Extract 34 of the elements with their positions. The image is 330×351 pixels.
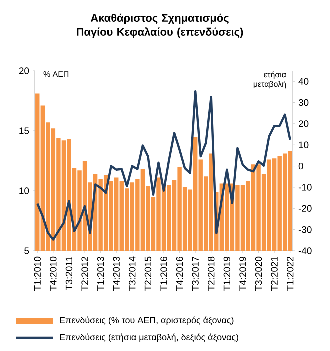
x-tick-label: Τ4:2010 [50, 256, 57, 292]
x-tick-label: Τ3:2014 [129, 256, 136, 292]
y2-tick-label: 30 [298, 99, 309, 106]
x-tick-label: Τ1:2016 [160, 256, 168, 292]
x-tick-label: Τ2:2021 [271, 256, 278, 292]
x-tick-label: Τ2:2012 [82, 256, 88, 292]
y2-tick-label: 0 [298, 162, 304, 170]
y-tick-label: 20 [19, 68, 30, 74]
x-tick-label: Τ3:2011 [66, 256, 73, 290]
y-tick-label: 10 [20, 188, 30, 194]
y2-tick-label: 10 [299, 142, 309, 148]
x-tick-label: Τ2:2018 [208, 256, 215, 292]
y2-tick-label: 20 [298, 120, 309, 128]
line-series [36, 90, 292, 241]
x-tick-label: Τ4:2019 [240, 256, 246, 292]
x-tick-label: Τ1:2022 [287, 256, 294, 292]
legend-label: Επενδύσεις (% του ΑΕΠ, αριστερός άξονας) [60, 316, 234, 326]
x-tick-label: Τ1:2013 [97, 256, 104, 292]
x-tick-label: Τ2:2015 [144, 256, 152, 292]
y2-tick-label: -40 [298, 248, 312, 254]
y-tick-label: 5 [24, 248, 30, 254]
y2-tick-label: 40 [298, 78, 309, 85]
y-tick-label: 15 [20, 128, 30, 134]
x-tick-label: Τ4:2013 [113, 256, 120, 292]
x-tick-label: Τ3:2020 [255, 256, 262, 292]
chart-title: Ακαθάριστος Σχηματισμός Παγίου Κεφαλαίου (επενδύσεις) [77, 14, 244, 38]
x-tick-label: Τ3:2017 [192, 256, 199, 292]
x-tick-label: Τ1:2010 [34, 256, 41, 292]
x-tick-label: Τ1:2019 [224, 256, 231, 292]
legend-label: Επενδύσεις (ετήσια μεταβολή, δεξιός άξονας) [60, 334, 238, 342]
y2-tick-label: -10 [298, 184, 312, 191]
y2-tick-label: -20 [298, 205, 312, 212]
x-tick-label: Τ4:2016 [176, 256, 184, 292]
y2-tick-label: -30 [298, 226, 312, 234]
